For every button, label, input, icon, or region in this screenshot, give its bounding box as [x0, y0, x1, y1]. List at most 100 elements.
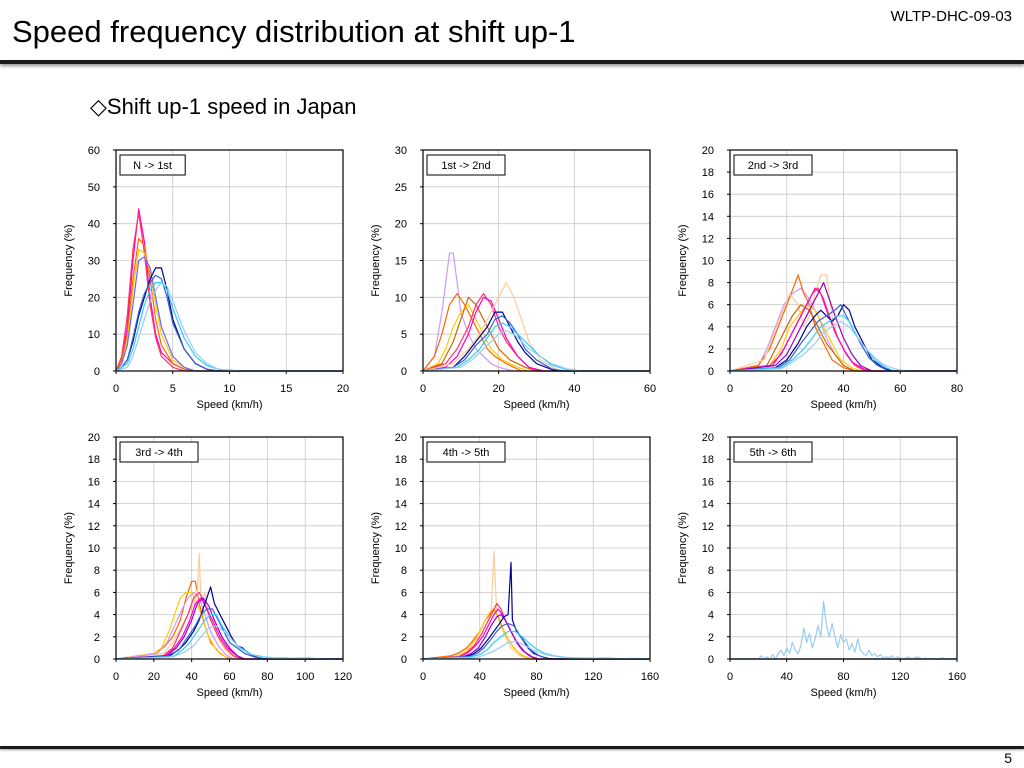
y-tick-label: 50 [88, 182, 100, 194]
y-tick-label: 4 [94, 610, 100, 622]
x-axis-label: Speed (km/h) [810, 399, 876, 411]
y-tick-label: 8 [94, 565, 100, 577]
x-tick-label: 120 [584, 671, 602, 683]
legend-box [119, 154, 186, 176]
y-tick-label: 4 [708, 322, 714, 334]
slide-subtitle: ◇Shift up-1 speed in Japan [90, 94, 357, 119]
chart-panel-2: 0 20 40 60 0 5 10 15 20 25 30 1st -> 2nd Speed (km/h… [370, 145, 656, 411]
y-tick-label: 0 [708, 654, 714, 666]
y-tick-label: 20 [88, 432, 100, 444]
x-axis-label: Speed (km/h) [196, 687, 262, 699]
legend-label: 2nd -> 3rd [748, 160, 798, 172]
y-tick-label: 20 [702, 145, 714, 157]
series-line-5 [115, 591, 343, 660]
y-axis-label: Frequency (%) [63, 512, 75, 584]
footer-divider [0, 746, 1024, 749]
legend-box [119, 441, 199, 463]
y-tick-label: 0 [708, 366, 714, 378]
series-line-11 [422, 329, 650, 372]
y-tick-label: 18 [702, 454, 714, 466]
series-line-4 [422, 296, 650, 372]
header-divider [0, 60, 1024, 64]
y-tick-label: 30 [88, 256, 100, 268]
y-tick-label: 20 [88, 292, 100, 304]
legend-box [426, 154, 506, 176]
series-line-7 [729, 287, 957, 372]
x-axis-label: Speed (km/h) [196, 399, 262, 411]
x-axis-label: Speed (km/h) [810, 687, 876, 699]
y-tick-label: 20 [395, 219, 407, 231]
x-tick-label: 80 [837, 671, 849, 683]
x-tick-label: 160 [641, 671, 659, 683]
x-tick-label: 60 [223, 671, 235, 683]
x-tick-label: 0 [727, 383, 733, 395]
y-tick-label: 14 [395, 499, 407, 511]
series-line-3 [422, 608, 650, 660]
series-line-2 [422, 293, 650, 372]
chart-panel-5: 0 40 80 120 160 0 2 4 6 8 10 12 14 16 18 20 4th -> 5th Sp… [370, 432, 659, 699]
x-tick-label: 80 [261, 671, 273, 683]
y-axis-label: Frequency (%) [677, 512, 689, 584]
x-tick-label: 160 [948, 671, 966, 683]
x-tick-label: 40 [474, 671, 486, 683]
legend-label: 1st -> 2nd [441, 160, 490, 172]
series-line-11 [115, 625, 343, 660]
series-line-5 [115, 256, 343, 372]
x-tick-label: 0 [727, 671, 733, 683]
legend-label: 5th -> 6th [750, 447, 797, 459]
legend-box [426, 441, 506, 463]
y-tick-label: 60 [88, 145, 100, 157]
series-line-9 [729, 304, 957, 372]
legend-label: N -> 1st [133, 160, 172, 172]
slide-title: Speed frequency distribution at shift up… [12, 14, 576, 49]
x-tick-label: 60 [644, 383, 656, 395]
series-line-3 [422, 304, 650, 372]
x-tick-label: 100 [296, 671, 314, 683]
y-tick-label: 18 [702, 167, 714, 179]
y-tick-label: 16 [702, 476, 714, 488]
plot-frame [422, 149, 651, 372]
plot-frame [422, 436, 651, 660]
x-axis-label: Speed (km/h) [503, 399, 569, 411]
x-tick-label: 0 [420, 671, 426, 683]
series-line-9 [115, 282, 343, 372]
x-tick-label: 20 [337, 383, 349, 395]
document-id: WLTP-DHC-09-03 [890, 8, 1012, 25]
x-tick-label: 5 [170, 383, 176, 395]
y-tick-label: 10 [702, 543, 714, 555]
y-axis-label: Frequency (%) [370, 512, 382, 584]
series-line-8 [115, 282, 343, 372]
y-tick-label: 14 [702, 211, 714, 223]
y-tick-label: 2 [708, 344, 714, 356]
x-tick-label: 40 [186, 671, 198, 683]
y-tick-label: 0 [94, 654, 100, 666]
y-tick-label: 10 [88, 329, 100, 341]
series-line-6 [422, 614, 650, 660]
y-tick-label: 0 [401, 366, 407, 378]
y-tick-label: 15 [395, 256, 407, 268]
x-tick-label: 10 [223, 383, 235, 395]
y-tick-label: 12 [702, 521, 714, 533]
series-line-12 [729, 320, 957, 372]
x-tick-label: 60 [894, 383, 906, 395]
y-tick-label: 6 [401, 587, 407, 599]
y-tick-label: 10 [702, 256, 714, 268]
y-tick-label: 2 [94, 632, 100, 644]
x-tick-label: 40 [781, 671, 793, 683]
plot-frame [729, 436, 958, 660]
series-line-2 [115, 591, 343, 660]
x-tick-label: 80 [530, 671, 542, 683]
series-line-8 [729, 282, 957, 372]
y-tick-label: 0 [401, 654, 407, 666]
x-tick-label: 80 [951, 383, 963, 395]
y-tick-label: 8 [708, 565, 714, 577]
y-tick-label: 8 [401, 565, 407, 577]
y-tick-label: 2 [708, 632, 714, 644]
series-line-8 [422, 622, 650, 660]
y-tick-label: 20 [702, 432, 714, 444]
y-tick-label: 12 [395, 521, 407, 533]
chart-panel-4: 0 20 40 60 80 100 120 0 2 4 6 8 10 12 14 16 18 20 3rd -> 4… [63, 432, 352, 699]
y-axis-label: Frequency (%) [677, 224, 689, 296]
x-tick-label: 20 [781, 383, 793, 395]
